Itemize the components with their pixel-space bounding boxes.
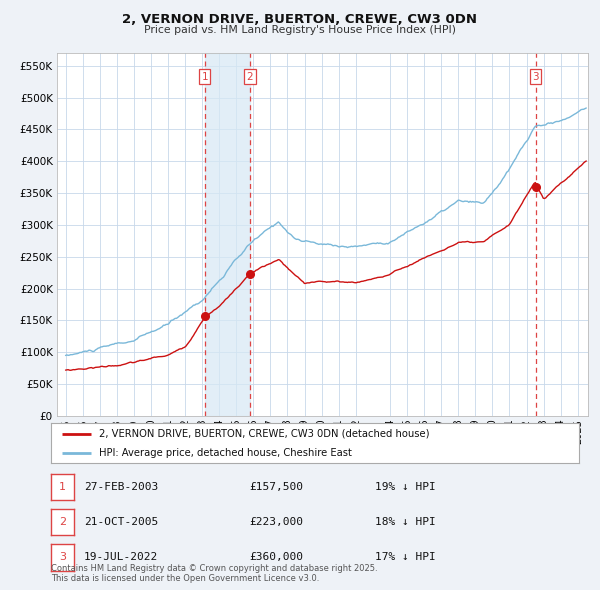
Text: Contains HM Land Registry data © Crown copyright and database right 2025.
This d: Contains HM Land Registry data © Crown c… (51, 563, 377, 583)
Text: 19% ↓ HPI: 19% ↓ HPI (375, 481, 436, 491)
Text: 2: 2 (247, 72, 253, 81)
Text: £157,500: £157,500 (249, 481, 303, 491)
Text: 21-OCT-2005: 21-OCT-2005 (84, 517, 158, 527)
Text: 3: 3 (532, 72, 539, 81)
Text: 2, VERNON DRIVE, BUERTON, CREWE, CW3 0DN: 2, VERNON DRIVE, BUERTON, CREWE, CW3 0DN (122, 13, 478, 26)
Text: £223,000: £223,000 (249, 517, 303, 527)
Text: 1: 1 (59, 481, 66, 491)
Text: 19-JUL-2022: 19-JUL-2022 (84, 552, 158, 562)
Text: £360,000: £360,000 (249, 552, 303, 562)
Text: Price paid vs. HM Land Registry's House Price Index (HPI): Price paid vs. HM Land Registry's House … (144, 25, 456, 35)
Text: 17% ↓ HPI: 17% ↓ HPI (375, 552, 436, 562)
Text: 2: 2 (59, 517, 66, 527)
Text: 1: 1 (202, 72, 208, 81)
Bar (205, 53, 250, 416)
Text: HPI: Average price, detached house, Cheshire East: HPI: Average price, detached house, Ches… (98, 448, 352, 458)
Text: 3: 3 (59, 552, 66, 562)
Text: 2, VERNON DRIVE, BUERTON, CREWE, CW3 0DN (detached house): 2, VERNON DRIVE, BUERTON, CREWE, CW3 0DN… (98, 429, 429, 439)
Text: 27-FEB-2003: 27-FEB-2003 (84, 481, 158, 491)
Text: 18% ↓ HPI: 18% ↓ HPI (375, 517, 436, 527)
